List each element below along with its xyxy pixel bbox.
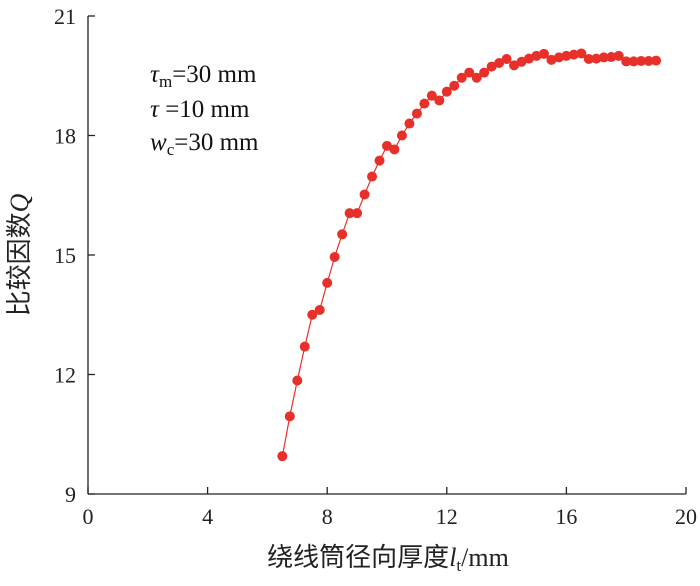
data-point [583, 54, 594, 65]
x-tick-label: 4 [202, 504, 213, 529]
data-point [382, 140, 392, 151]
data-point [292, 375, 303, 386]
data-point [613, 50, 624, 61]
data-point [374, 155, 385, 166]
ticks: 0 4 8 12 16 20 9 12 15 18 21 [54, 4, 697, 529]
data-point [576, 48, 587, 59]
x-tick-label: 20 [675, 504, 697, 529]
data-point [479, 67, 490, 78]
data-point [471, 72, 482, 83]
data-point [434, 95, 445, 106]
data-point [494, 58, 505, 69]
data-point [628, 56, 639, 67]
y-tick-label: 15 [54, 243, 76, 268]
data-point [568, 49, 579, 60]
x-axis-title: 绕线筒径向厚度lt/mm [267, 543, 509, 575]
data-point [598, 52, 609, 63]
data-point [329, 251, 340, 262]
y-axis-title: 比较因数Q [5, 193, 34, 316]
data-point [411, 108, 422, 119]
data-point [501, 54, 512, 65]
annotation-tau: τ =10 mm [150, 96, 250, 123]
data-point [284, 411, 295, 422]
data-point [367, 171, 378, 182]
x-tick-label: 16 [555, 504, 577, 529]
x-tick-label: 0 [83, 504, 94, 529]
data-point [486, 61, 497, 72]
data-point [516, 56, 527, 67]
data-point [531, 50, 542, 61]
data-point [314, 304, 325, 315]
data-point [337, 229, 348, 240]
data-point [396, 130, 407, 141]
data-point [299, 341, 310, 352]
data-point [277, 451, 288, 462]
series-points-group [277, 48, 662, 462]
data-point [591, 53, 602, 64]
y-tick-label: 12 [54, 363, 76, 388]
data-point [651, 55, 662, 66]
data-point [359, 189, 370, 200]
data-point [419, 98, 430, 109]
data-point [322, 277, 333, 288]
data-point [561, 50, 572, 61]
data-point [538, 48, 549, 59]
y-tick-label: 21 [54, 4, 76, 29]
y-tick-label: 9 [65, 482, 76, 507]
data-point [509, 60, 520, 71]
y-tick-label: 18 [54, 124, 76, 149]
data-point [307, 309, 318, 320]
data-point [344, 208, 355, 219]
data-point [352, 208, 363, 219]
annotation-w-c: wc=30 mm [150, 129, 259, 159]
data-point [606, 52, 617, 63]
data-point [426, 90, 437, 101]
data-point [389, 144, 400, 155]
data-point [449, 80, 460, 91]
data-point [464, 67, 475, 78]
data-point [636, 56, 647, 67]
data-point [621, 56, 632, 67]
data-point [404, 118, 415, 129]
data-point [441, 86, 452, 97]
x-tick-label: 8 [322, 504, 333, 529]
x-tick-label: 12 [436, 504, 458, 529]
annotation-tau-m: τm=30 mm [150, 61, 257, 91]
data-point [456, 72, 467, 83]
data-point [553, 52, 564, 63]
data-point [643, 56, 654, 67]
